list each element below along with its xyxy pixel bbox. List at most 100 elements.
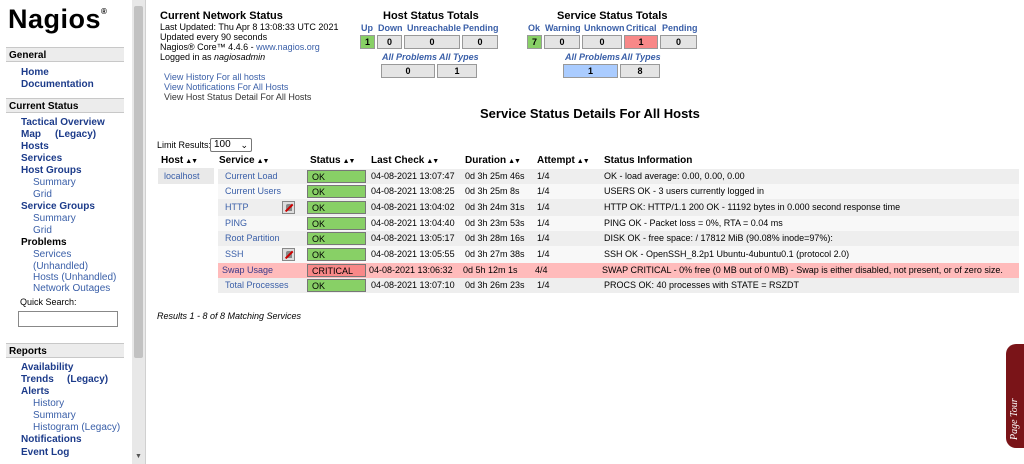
- attempt: 1/4: [537, 218, 550, 228]
- quick-search-input[interactable]: [18, 311, 118, 327]
- table-row: SSH OK 04-08-2021 13:05:55 0d 3h 27m 38s…: [218, 246, 1019, 263]
- service-all-problems-count[interactable]: 1: [563, 64, 618, 78]
- host-down-count[interactable]: 0: [377, 35, 402, 49]
- service-unknown-label[interactable]: Unknown: [584, 23, 625, 33]
- service-link[interactable]: Root Partition: [225, 233, 280, 243]
- duration: 0d 3h 26m 23s: [465, 280, 525, 290]
- column-header-last-check[interactable]: Last Check ▲▼: [371, 155, 439, 166]
- nav-notifications[interactable]: Notifications: [21, 434, 82, 445]
- nagios-website-link[interactable]: www.nagios.org: [256, 42, 320, 52]
- host-unreachable-label[interactable]: Unreachable: [407, 23, 462, 33]
- nav-map[interactable]: Map: [21, 129, 41, 140]
- attempt: 1/4: [537, 202, 550, 212]
- host-up-count[interactable]: 1: [360, 35, 375, 49]
- nav-services[interactable]: Services: [21, 153, 63, 164]
- sort-arrows-icon[interactable]: ▲▼: [256, 158, 270, 165]
- nav-service-groups-grid[interactable]: Grid: [33, 225, 52, 236]
- host-all-types-label[interactable]: All Types: [439, 52, 479, 62]
- host-pending-label[interactable]: Pending: [463, 23, 499, 33]
- service-all-problems-label[interactable]: All Problems: [565, 52, 621, 62]
- column-header-duration[interactable]: Duration ▲▼: [465, 155, 521, 166]
- nav-problems-services[interactable]: Services: [33, 249, 72, 260]
- service-warning-label[interactable]: Warning: [545, 23, 581, 33]
- nav-host-groups-summary[interactable]: Summary: [33, 177, 76, 188]
- service-unknown-count[interactable]: 0: [582, 35, 622, 49]
- service-link[interactable]: Total Processes: [225, 280, 289, 290]
- host-all-problems-label[interactable]: All Problems: [382, 52, 438, 62]
- column-header-attempt[interactable]: Attempt ▲▼: [537, 155, 590, 166]
- column-header-service[interactable]: Service ▲▼: [219, 155, 270, 166]
- nav-network-outages[interactable]: Network Outages: [33, 283, 111, 294]
- sort-arrows-icon[interactable]: ▲▼: [185, 158, 198, 165]
- last-check: 04-08-2021 13:08:25: [371, 186, 455, 196]
- page-title: Service Status Details For All Hosts: [480, 106, 700, 121]
- service-link[interactable]: PING: [225, 218, 248, 228]
- nav-availability[interactable]: Availability: [21, 362, 74, 373]
- service-pending-label[interactable]: Pending: [662, 23, 698, 33]
- service-all-types-label[interactable]: All Types: [621, 52, 661, 62]
- status-badge: OK: [307, 217, 366, 230]
- service-ok-count[interactable]: 7: [527, 35, 542, 49]
- service-ok-label[interactable]: Ok: [528, 23, 541, 33]
- view-notifications-link[interactable]: View Notifications For All Hosts: [164, 82, 289, 92]
- sort-arrows-icon[interactable]: ▲▼: [508, 158, 521, 165]
- scroll-down-arrow-icon[interactable]: ▼: [135, 453, 142, 460]
- chevron-down-icon: ⌄: [240, 140, 248, 150]
- nav-problems-unhandled[interactable]: (Unhandled): [33, 261, 89, 272]
- service-link[interactable]: Current Users: [225, 186, 282, 196]
- host-up-label[interactable]: Up: [361, 23, 373, 33]
- nav-hosts[interactable]: Hosts: [21, 141, 49, 152]
- service-link[interactable]: Current Load: [225, 171, 278, 181]
- sort-arrows-icon[interactable]: ▲▼: [426, 158, 439, 165]
- limit-results-label: Limit Results:: [157, 140, 212, 150]
- column-header-status[interactable]: Status ▲▼: [310, 155, 356, 166]
- nav-trends[interactable]: Trends: [21, 374, 54, 385]
- nav-alerts[interactable]: Alerts: [21, 386, 50, 397]
- service-link[interactable]: HTTP: [225, 202, 249, 212]
- column-header-host[interactable]: Host ▲▼: [161, 155, 198, 166]
- nav-map-legacy[interactable]: (Legacy): [55, 129, 97, 140]
- limit-results-select[interactable]: 100 ⌄: [210, 138, 252, 152]
- nav-documentation[interactable]: Documentation: [21, 79, 94, 90]
- host-pending-count[interactable]: 0: [462, 35, 498, 49]
- nav-alerts-summary[interactable]: Summary: [33, 410, 76, 421]
- nav-alerts-histogram[interactable]: Histogram (Legacy): [33, 422, 121, 433]
- sort-arrows-icon[interactable]: ▲▼: [576, 158, 590, 165]
- attempt: 1/4: [537, 171, 550, 181]
- notifications-disabled-icon[interactable]: [282, 201, 295, 214]
- status-badge: CRITICAL: [307, 264, 366, 277]
- service-critical-label[interactable]: Critical: [626, 23, 657, 33]
- view-history-link[interactable]: View History For all hosts: [164, 72, 266, 82]
- host-all-problems-count[interactable]: 0: [381, 64, 435, 78]
- nav-alerts-history[interactable]: History: [33, 398, 65, 409]
- nav-host-groups-grid[interactable]: Grid: [33, 189, 52, 200]
- service-warning-count[interactable]: 0: [544, 35, 580, 49]
- nagios-logo[interactable]: Nagios®: [8, 4, 108, 34]
- service-pending-count[interactable]: 0: [660, 35, 697, 49]
- host-down-label[interactable]: Down: [378, 23, 403, 33]
- nav-service-groups[interactable]: Service Groups: [21, 201, 95, 212]
- page-tour-tab[interactable]: Page Tour: [1006, 344, 1024, 448]
- service-link[interactable]: Swap Usage: [222, 265, 274, 275]
- status-badge: OK: [307, 248, 366, 261]
- scrollbar-thumb[interactable]: [134, 6, 143, 358]
- nav-tactical-overview[interactable]: Tactical Overview: [21, 117, 105, 128]
- service-all-types-count[interactable]: 8: [620, 64, 660, 78]
- nav-service-groups-summary[interactable]: Summary: [33, 213, 76, 224]
- status-badge: OK: [307, 279, 366, 292]
- host-cell-localhost[interactable]: localhost: [158, 168, 214, 184]
- host-unreachable-count[interactable]: 0: [404, 35, 460, 49]
- host-all-types-count[interactable]: 1: [437, 64, 477, 78]
- sort-arrows-icon[interactable]: ▲▼: [342, 158, 356, 165]
- attempt: 1/4: [537, 280, 550, 290]
- notifications-disabled-icon[interactable]: [282, 248, 295, 261]
- nav-problems-hosts[interactable]: Hosts (Unhandled): [33, 272, 117, 283]
- view-host-status-link[interactable]: View Host Status Detail For All Hosts: [164, 92, 312, 102]
- service-critical-count[interactable]: 1: [624, 35, 658, 49]
- service-link[interactable]: SSH: [225, 249, 244, 259]
- nav-host-groups[interactable]: Host Groups: [21, 165, 82, 176]
- sidebar-scrollbar[interactable]: ▼: [132, 0, 145, 464]
- nav-event-log[interactable]: Event Log: [21, 447, 70, 458]
- nav-home[interactable]: Home: [21, 67, 49, 78]
- nav-trends-legacy[interactable]: (Legacy): [67, 374, 109, 385]
